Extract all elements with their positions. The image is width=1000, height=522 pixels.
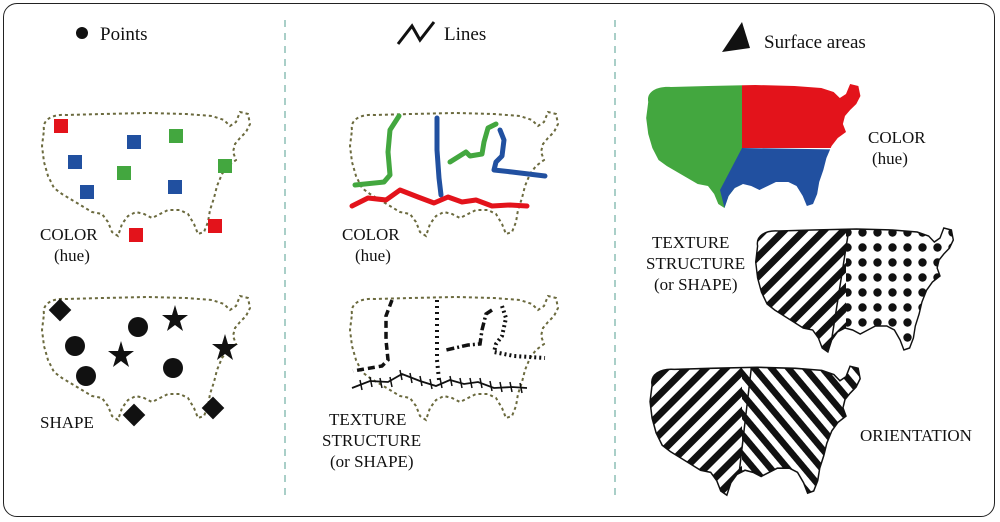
blue-point — [168, 180, 182, 194]
textured-area-map — [755, 228, 954, 352]
areas-structure-label: STRUCTURE — [646, 254, 745, 273]
dash-dot-line — [445, 308, 493, 352]
color-points-group — [54, 119, 232, 242]
star-point — [212, 334, 238, 360]
points-shape-label: SHAPE — [40, 413, 94, 432]
colored-lines-group — [349, 113, 548, 209]
areas-hue-label: (hue) — [872, 149, 908, 168]
lines-texture-label: TEXTURE — [329, 410, 406, 429]
blue-area — [720, 148, 861, 208]
striped-area — [755, 228, 852, 352]
green-point — [169, 129, 183, 143]
lines-hue-label: (hue) — [355, 246, 391, 265]
striped-area-b — [742, 366, 861, 496]
blue-line — [434, 115, 444, 198]
hatched-line — [351, 373, 528, 389]
hatched-line-ticks — [359, 369, 523, 394]
star-point — [162, 305, 188, 331]
green-point — [218, 159, 232, 173]
areas-or-shape-label: (or SHAPE) — [654, 275, 738, 294]
diamond-point — [122, 403, 146, 427]
us-map-outline — [41, 111, 251, 237]
lines-or-shape-label: (or SHAPE) — [330, 452, 414, 471]
blue-line — [491, 127, 548, 179]
dotted-area — [846, 228, 954, 352]
lines-structure-label: STRUCTURE — [322, 431, 421, 450]
areas-orientation-label: ORIENTATION — [860, 426, 972, 445]
triangle-area-icon — [722, 22, 750, 52]
dashed-line — [352, 299, 394, 373]
blue-point — [68, 155, 82, 169]
zigzag-line-icon — [396, 21, 436, 45]
red-line — [349, 187, 530, 209]
green-line — [447, 121, 499, 165]
dot-icon — [76, 27, 88, 39]
surface-areas-header: Surface areas — [764, 32, 866, 53]
circle-point — [65, 336, 85, 356]
shape-points-group — [48, 298, 238, 427]
circle-point — [128, 317, 148, 337]
textured-lines-group — [351, 299, 546, 394]
red-point — [129, 228, 143, 242]
red-point — [54, 119, 68, 133]
diagram-frame — [3, 3, 995, 517]
region-border — [829, 228, 851, 351]
points-color-label: COLOR — [40, 225, 98, 244]
lines-color-label: COLOR — [342, 225, 400, 244]
diamond-point — [201, 396, 225, 420]
diamond-point — [48, 298, 72, 322]
colored-area-map — [646, 84, 861, 208]
circle-point — [76, 366, 96, 386]
us-map-outline — [349, 295, 559, 421]
areas-color-label: COLOR — [868, 128, 926, 147]
circle-point — [163, 358, 183, 378]
green-line — [352, 113, 402, 188]
points-hue-label: (hue) — [54, 246, 90, 265]
areas-texture-label: TEXTURE — [652, 233, 729, 252]
red-area — [742, 84, 861, 148]
green-point — [117, 166, 131, 180]
lines-header: Lines — [444, 24, 486, 45]
star-point — [108, 341, 134, 367]
blue-point — [80, 185, 94, 199]
red-point — [208, 219, 222, 233]
dotted-line — [435, 300, 441, 381]
blue-point — [127, 135, 141, 149]
dotted-line — [491, 305, 546, 360]
points-header: Points — [100, 24, 148, 45]
